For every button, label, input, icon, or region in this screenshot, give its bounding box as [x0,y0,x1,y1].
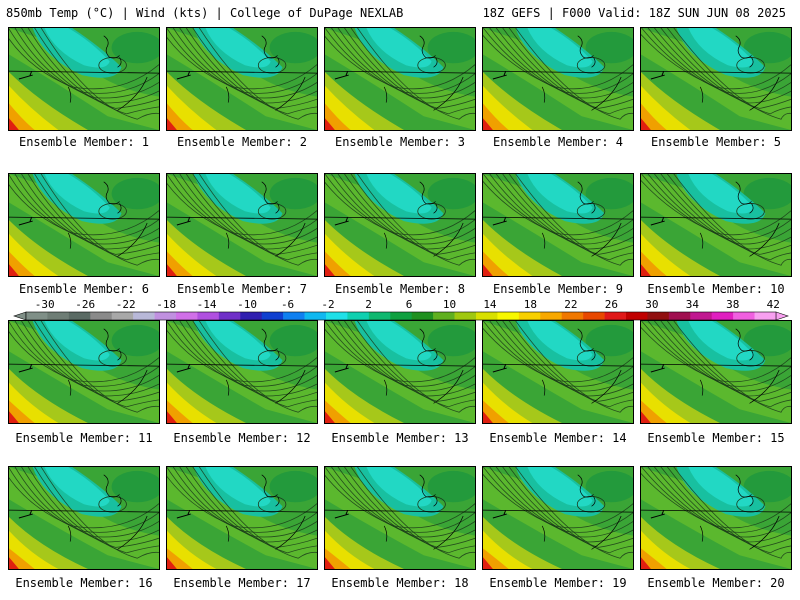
colorbar-tick-label: -22 [116,298,136,311]
colorbar-tick-label: 42 [767,298,780,311]
colorbar-segment [68,312,91,320]
colorbar-tick-label: -10 [237,298,257,311]
ensemble-member-map [166,466,318,570]
colorbar-segment [240,312,263,320]
colorbar-segment [454,312,477,320]
colorbar-tick-label: 2 [365,298,372,311]
colorbar-segment [304,312,327,320]
colorbar-segment [111,312,134,320]
colorbar-segment [26,312,48,320]
ensemble-member-label: Ensemble Member: 10 [647,282,785,296]
ensemble-member-label: Ensemble Member: 8 [334,282,466,296]
ensemble-member-map [8,466,160,570]
ensemble-member-map [324,466,476,570]
colorbar-segment [176,312,198,320]
colorbar-arrow-left [13,311,27,321]
header-title-right: 18Z GEFS | F000 Valid: 18Z SUN JUN 08 20… [482,6,786,20]
ensemble-member-label: Ensemble Member: 17 [173,576,311,590]
colorbar-segment [390,312,413,320]
ensemble-member-label: Ensemble Member: 7 [176,282,308,296]
ensemble-member-map [482,466,634,570]
colorbar-segment [754,312,777,320]
ensemble-member-label: Ensemble Member: 1 [18,135,150,149]
ensemble-member-map [640,27,792,131]
colorbar-segment [90,312,113,320]
colorbar-tick-label: -14 [197,298,217,311]
ensemble-member-map [640,320,792,424]
colorbar-segment [133,312,155,320]
temperature-colorbar: -30 -26 -22 -18 -14 -10 -6 -2 2 6 10 14 18 22 26 30 34 38… [13,298,789,321]
colorbar-tick-label: 18 [524,298,537,311]
colorbar-segment [604,312,627,320]
colorbar-tick-label: 30 [645,298,658,311]
ensemble-member-map [324,173,476,277]
colorbar-segment [411,312,434,320]
ensemble-member-map [640,173,792,277]
colorbar-segment [283,312,305,320]
colorbar-segment [197,312,220,320]
ensemble-member-map [8,320,160,424]
colorbar-segment [47,312,70,320]
colorbar-tick-label: 6 [406,298,413,311]
ensemble-member-label: Ensemble Member: 4 [492,135,624,149]
ensemble-member-label: Ensemble Member: 19 [489,576,627,590]
colorbar-segment [497,312,520,320]
colorbar-tick-label: -6 [281,298,294,311]
colorbar-segment [518,312,541,320]
colorbar-segment [540,312,563,320]
colorbar-segment [368,312,391,320]
ensemble-member-map [324,320,476,424]
colorbar-tick-label: -30 [35,298,55,311]
colorbar-segment [561,312,584,320]
ensemble-member-map [8,27,160,131]
colorbar-segment [583,312,605,320]
colorbar-tick-label: -2 [321,298,334,311]
ensemble-member-label: Ensemble Member: 2 [176,135,308,149]
ensemble-member-label: Ensemble Member: 12 [173,431,311,445]
colorbar-segment [154,312,177,320]
header-title-left: 850mb Temp (°C) | Wind (kts) | College o… [6,6,404,20]
ensemble-member-label: Ensemble Member: 16 [15,576,153,590]
ensemble-member-map [166,173,318,277]
ensemble-member-map [8,173,160,277]
colorbar-tick-label: 10 [443,298,456,311]
colorbar-tick-label: 26 [605,298,618,311]
colorbar-segment [647,312,670,320]
colorbar-arrow-right [775,311,789,321]
colorbar-segment [347,312,370,320]
colorbar-segment [626,312,648,320]
ensemble-member-label: Ensemble Member: 14 [489,431,627,445]
ensemble-member-label: Ensemble Member: 9 [492,282,624,296]
ensemble-member-label: Ensemble Member: 5 [650,135,782,149]
colorbar-tick-label: 14 [483,298,497,311]
ensemble-member-label: Ensemble Member: 20 [647,576,785,590]
ensemble-member-label: Ensemble Member: 3 [334,135,466,149]
colorbar-segment [261,312,284,320]
ensemble-member-map [166,27,318,131]
ensemble-member-map [482,320,634,424]
colorbar-segment [326,312,348,320]
colorbar-segment [668,312,691,320]
colorbar-tick-label: -26 [75,298,95,311]
ensemble-member-map [482,27,634,131]
ensemble-member-map [166,320,318,424]
ensemble-member-label: Ensemble Member: 18 [331,576,469,590]
ensemble-member-map [324,27,476,131]
ensemble-member-map [482,173,634,277]
ensemble-member-label: Ensemble Member: 11 [15,431,153,445]
colorbar-tick-label: 38 [726,298,739,311]
colorbar-segment [711,312,734,320]
colorbar-segment [690,312,713,320]
ensemble-member-map [640,466,792,570]
colorbar-segment [218,312,241,320]
colorbar-tick-label: -18 [156,298,176,311]
colorbar-segment [733,312,755,320]
colorbar-tick-label: 22 [564,298,577,311]
ensemble-member-label: Ensemble Member: 15 [647,431,785,445]
ensemble-member-label: Ensemble Member: 13 [331,431,469,445]
ensemble-member-label: Ensemble Member: 6 [18,282,150,296]
colorbar-tick-label: 34 [686,298,700,311]
colorbar-segment [476,312,498,320]
colorbar-segment [433,312,455,320]
